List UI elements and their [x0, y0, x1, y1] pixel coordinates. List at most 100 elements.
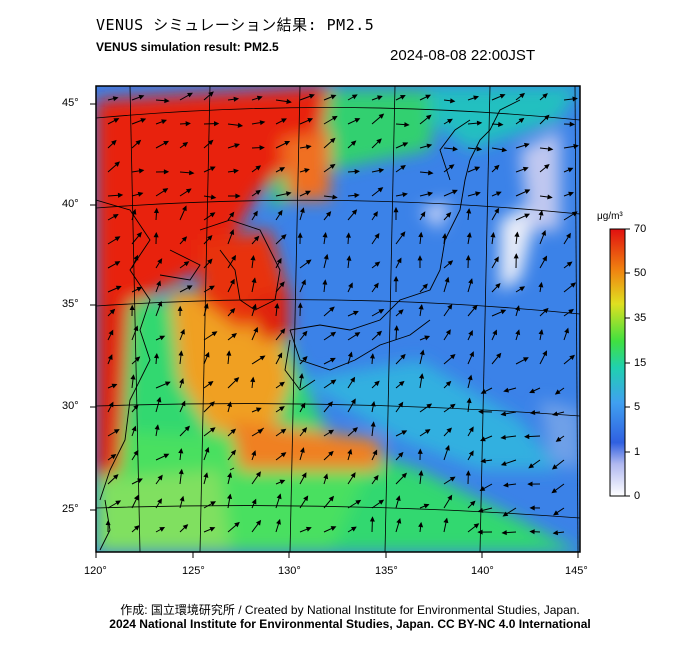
colorbar-tick-label: 1 — [634, 446, 641, 458]
colorbar-unit: μg/m³ — [597, 211, 623, 222]
wind-arrow-head — [473, 95, 479, 101]
wind-arrow-head — [418, 231, 424, 238]
credit-line-2: 2024 National Institute for Environmenta… — [109, 617, 591, 631]
wind-arrow-head — [153, 352, 160, 359]
wind-arrow-head — [251, 498, 257, 505]
wind-arrow-head — [286, 98, 292, 105]
wind-arrow-head — [529, 388, 535, 394]
wind-arrow-head — [252, 210, 258, 217]
wind-arrow-head — [551, 488, 558, 494]
wind-arrow-head — [354, 192, 360, 198]
wind-arrow-head — [179, 378, 184, 384]
wind-arrow-head — [522, 357, 529, 362]
wind-arrow-head — [348, 282, 353, 289]
wind-arrow-head — [137, 191, 144, 197]
wind-arrow-head — [468, 450, 474, 457]
wind-arrow-head — [425, 94, 432, 100]
wind-arrow-head — [480, 458, 486, 464]
wind-arrow-head — [418, 470, 424, 476]
wind-arrow-head — [325, 211, 332, 217]
wind-arrow-head — [133, 254, 139, 261]
wind-arrow-head — [177, 305, 183, 312]
wind-arrow-head — [370, 400, 376, 407]
wind-arrow-head — [105, 519, 111, 526]
wind-arrow-head — [355, 499, 362, 505]
wind-arrow-head — [233, 96, 240, 102]
wind-arrow-head — [332, 194, 338, 200]
wind-arrow-head — [307, 118, 314, 123]
wind-arrow-head — [369, 516, 375, 522]
wind-arrow-head — [163, 453, 170, 459]
longitude-label: 145° — [565, 565, 588, 577]
wind-arrow-head — [354, 169, 360, 175]
wind-arrow-head — [330, 94, 337, 100]
wind-arrow-head — [207, 381, 214, 387]
wind-arrow-head — [544, 163, 550, 170]
wind-arrow-head — [156, 280, 161, 287]
wind-arrow-head — [117, 192, 124, 198]
wind-arrow-head — [181, 236, 188, 242]
wind-arrow-head — [111, 139, 117, 146]
wind-arrow-head — [113, 118, 120, 123]
wind-arrow-head — [226, 401, 232, 408]
wind-arrow-head — [445, 380, 452, 387]
wind-arrow-head — [424, 335, 431, 341]
colorbar-tick-label: 70 — [634, 223, 647, 235]
wind-arrow-head — [480, 436, 486, 442]
wind-arrow-head — [230, 449, 237, 456]
wind-arrow-head — [280, 428, 287, 434]
wind-arrow-head — [255, 519, 262, 526]
wind-arrow-head — [203, 472, 209, 478]
wind-arrow-head — [570, 282, 576, 288]
wind-arrow-head — [211, 331, 218, 337]
wind-arrow-head — [209, 401, 215, 407]
wind-arrow-head — [281, 118, 287, 124]
wind-arrow-head — [253, 326, 259, 333]
wind-arrow-head — [113, 429, 120, 434]
wind-arrow-head — [468, 426, 474, 433]
wind-arrow-head — [229, 211, 235, 218]
wind-arrow-head — [478, 409, 484, 415]
wind-arrow-head — [210, 194, 217, 200]
wind-arrow-head — [513, 253, 519, 259]
wind-arrow-head — [233, 168, 239, 174]
wind-arrow-head — [449, 476, 456, 482]
wind-arrow-head — [480, 389, 487, 394]
wind-arrow-head — [350, 472, 356, 478]
wind-arrow-head — [399, 94, 406, 100]
wind-arrow-head — [163, 140, 170, 146]
wind-arrow-head — [109, 308, 116, 315]
wind-arrow-head — [304, 168, 310, 174]
wind-arrow-head — [133, 494, 139, 501]
wind-arrow-head — [131, 425, 137, 432]
wind-arrow-head — [369, 353, 375, 359]
latitude-label: 40° — [62, 198, 79, 210]
wind-arrow-head — [115, 285, 122, 291]
wind-arrow-head — [227, 472, 233, 478]
wind-arrow-head — [301, 427, 308, 433]
wind-arrow-head — [449, 353, 456, 360]
wind-arrow-head — [178, 468, 184, 475]
wind-arrow-head — [204, 351, 210, 358]
wind-arrow-head — [468, 330, 473, 336]
wind-arrow-head — [255, 165, 262, 171]
wind-arrow-head — [207, 139, 214, 146]
wind-arrow-head — [161, 119, 167, 125]
wind-arrow-head — [209, 427, 216, 433]
wind-arrow-head — [426, 403, 433, 409]
wind-arrow-head — [402, 192, 408, 198]
wind-arrow-head — [133, 449, 139, 456]
wind-arrow-head — [154, 424, 160, 430]
wind-arrow-head — [499, 93, 506, 99]
wind-arrow-head — [107, 354, 113, 360]
wind-arrow-head — [543, 307, 549, 314]
wind-arrow-head — [515, 329, 521, 336]
wind-arrow-head — [227, 493, 233, 500]
wind-arrow-head — [445, 329, 451, 335]
wind-arrow-head — [108, 329, 114, 336]
wind-arrow-head — [423, 503, 430, 509]
wind-arrow-head — [179, 495, 185, 502]
latitude-label: 30° — [62, 400, 79, 412]
wind-arrow-head — [353, 310, 359, 316]
